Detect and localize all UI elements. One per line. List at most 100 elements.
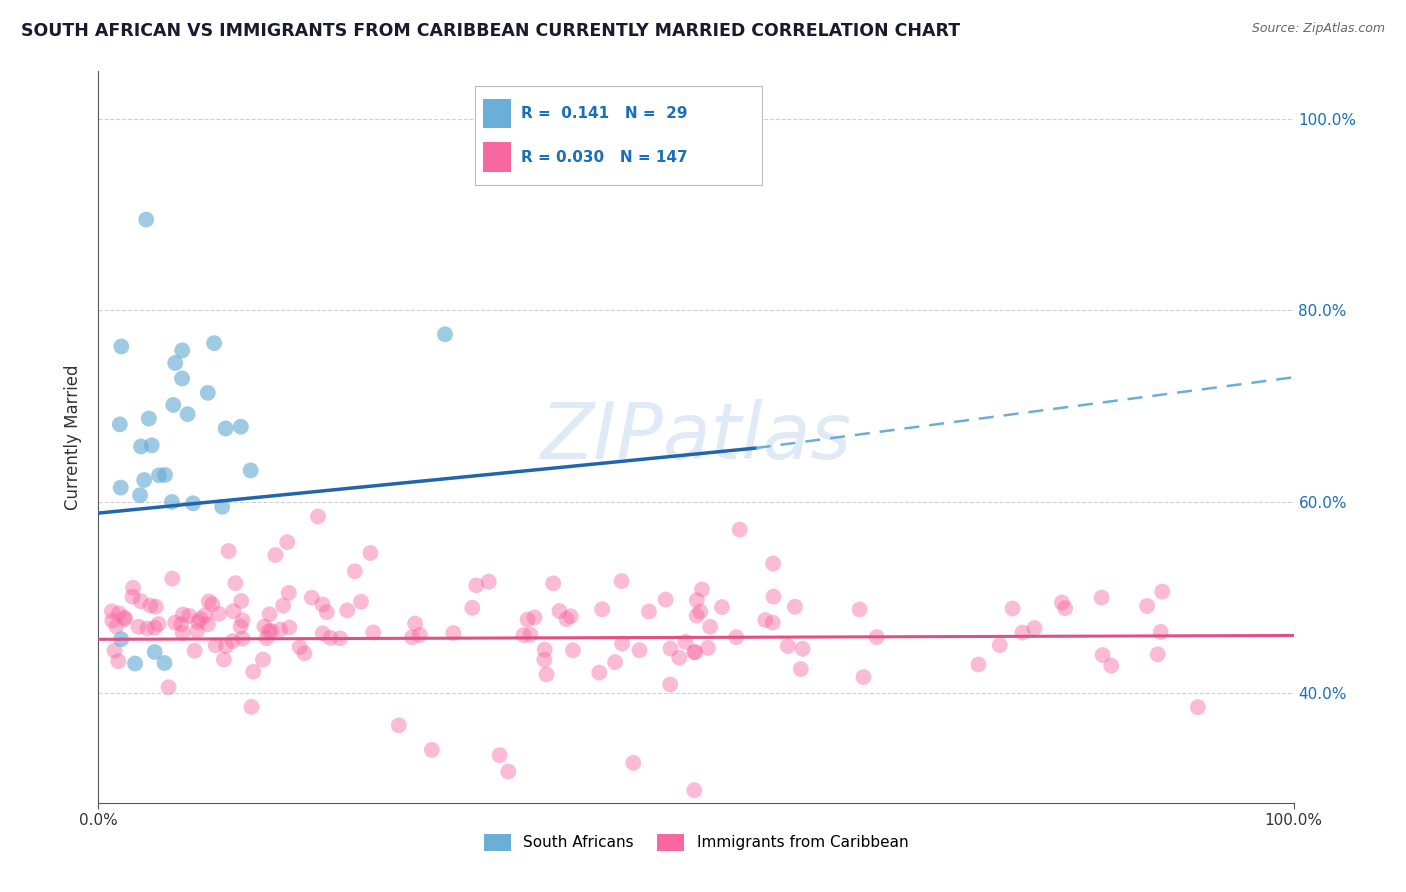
Point (591, 602, 613, 616)
Point (188, 612, 211, 626)
Text: Source: ZipAtlas.com: Source: ZipAtlas.com (1251, 22, 1385, 36)
Point (638, 605, 661, 619)
Point (135, 212, 157, 227)
Point (548, 604, 571, 618)
Point (114, 610, 136, 624)
Point (533, 653, 555, 667)
Point (208, 607, 231, 621)
Point (1090, 591, 1112, 605)
Point (202, 336, 225, 351)
Point (257, 624, 280, 639)
Point (134, 473, 156, 487)
Point (675, 635, 697, 649)
Point (108, 417, 131, 432)
Point (181, 496, 204, 510)
Point (197, 594, 219, 608)
Point (388, 718, 411, 732)
Point (404, 616, 426, 631)
Point (170, 617, 193, 632)
Point (187, 615, 209, 629)
Point (762, 590, 785, 604)
Point (253, 619, 276, 633)
Point (110, 339, 132, 353)
Point (211, 500, 233, 514)
Point (240, 699, 263, 714)
Point (105, 619, 128, 633)
Point (103, 643, 125, 657)
Point (145, 599, 167, 614)
Point (121, 590, 143, 604)
Point (141, 438, 163, 452)
Point (1001, 601, 1024, 615)
Point (401, 631, 423, 645)
Point (271, 599, 294, 613)
Point (122, 581, 145, 595)
Point (165, 356, 187, 370)
Point (197, 617, 219, 632)
Point (148, 617, 170, 632)
Point (776, 639, 799, 653)
Point (1011, 625, 1033, 640)
Point (170, 371, 193, 385)
Point (172, 625, 194, 640)
Point (988, 638, 1011, 652)
Point (232, 632, 254, 646)
Point (143, 645, 166, 659)
Point (754, 613, 776, 627)
Point (252, 652, 274, 666)
Point (1091, 648, 1114, 662)
Point (541, 576, 564, 591)
Point (162, 398, 184, 412)
Point (276, 535, 298, 549)
Point (143, 621, 166, 635)
Point (683, 783, 706, 797)
Point (110, 632, 132, 647)
Point (136, 622, 159, 636)
Point (696, 640, 718, 655)
Point (218, 544, 240, 558)
Point (315, 605, 337, 619)
Point (312, 626, 335, 640)
Point (301, 591, 323, 605)
Point (259, 607, 281, 622)
Point (204, 638, 226, 652)
Point (194, 608, 217, 623)
Point (519, 628, 541, 642)
Point (728, 523, 751, 537)
Point (153, 467, 176, 482)
Point (967, 657, 990, 672)
Point (603, 655, 626, 669)
Point (852, 670, 875, 684)
Point (790, 662, 813, 676)
Point (659, 641, 682, 656)
Point (1187, 700, 1209, 714)
Point (157, 680, 180, 694)
Point (1136, 599, 1159, 613)
Point (197, 385, 219, 400)
Point (762, 615, 785, 630)
Y-axis label: Currently Married: Currently Married (65, 364, 83, 510)
Point (165, 615, 187, 630)
Point (139, 599, 162, 613)
Point (343, 564, 366, 578)
Point (288, 640, 311, 654)
Point (1054, 601, 1077, 615)
Point (461, 600, 484, 615)
Point (212, 653, 235, 667)
Point (434, 327, 457, 342)
Point (160, 495, 183, 509)
Point (420, 743, 443, 757)
Point (107, 654, 129, 668)
Point (792, 641, 814, 656)
Point (129, 594, 152, 608)
Point (214, 421, 236, 435)
Point (183, 644, 205, 658)
Point (1024, 621, 1046, 635)
Point (685, 608, 707, 623)
Point (329, 632, 352, 646)
Point (533, 642, 555, 657)
Point (588, 665, 610, 680)
Point (621, 756, 644, 770)
Point (699, 620, 721, 634)
Point (201, 597, 224, 611)
